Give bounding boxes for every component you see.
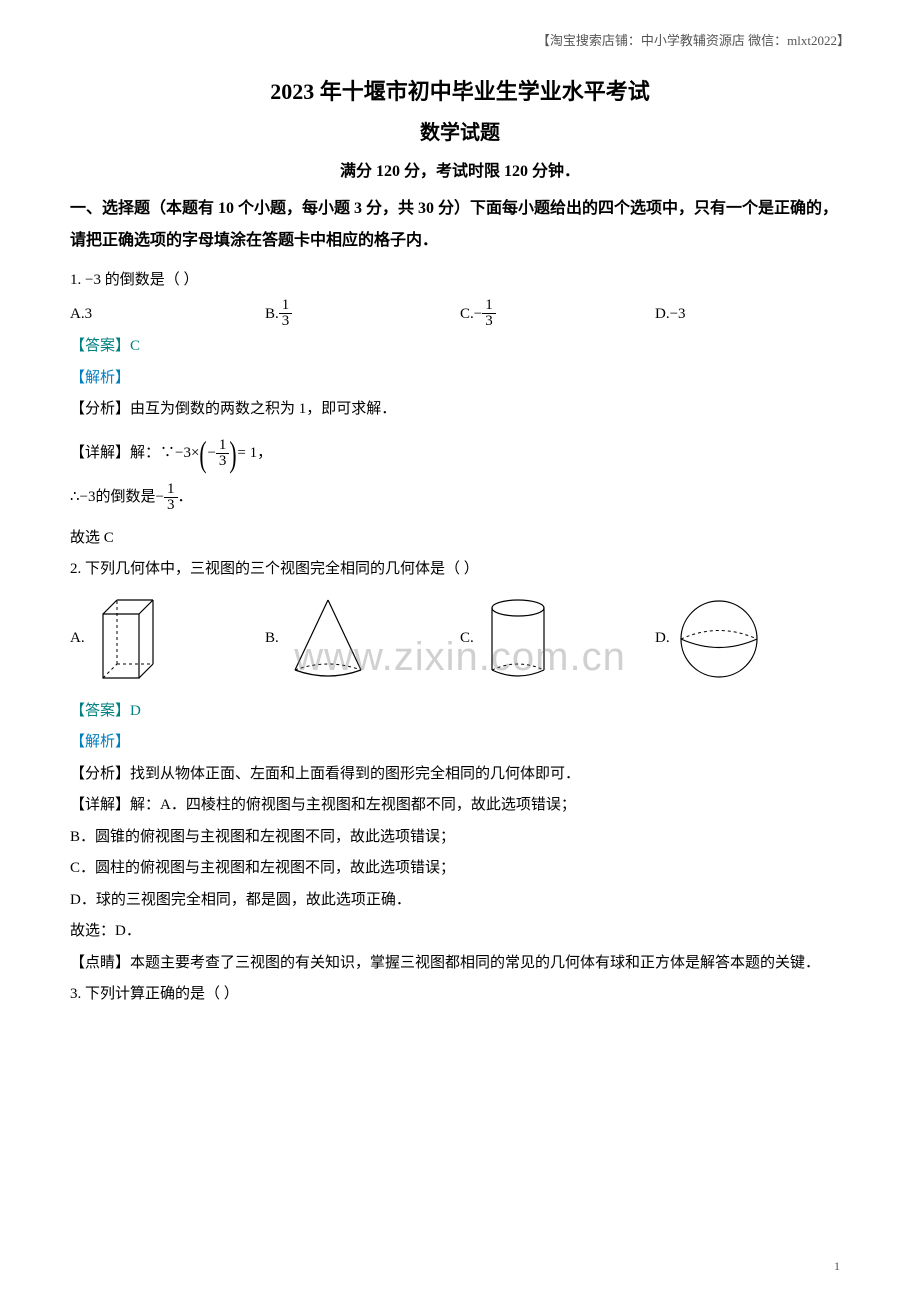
neg-sign: − [207,443,215,464]
detail-eq: = 1 [237,443,257,464]
denominator: 3 [279,314,293,329]
section-1-header: 一、选择题（本题有 10 个小题，每小题 3 分，共 30 分）下面每小题给出的… [70,193,850,257]
q2-opt-d: D. [655,594,850,684]
right-paren: ) [230,436,237,472]
opt-label: D. [655,297,670,332]
q1-analysis-label: 【解析】 [70,363,850,395]
q1-opt-b: B. 1 3 [265,297,460,332]
detail-comma: ， [257,443,272,464]
numerator: 1 [164,482,178,498]
page: 【淘宝搜索店铺：中小学教辅资源店 微信：mlxt2022】 2023 年十堰市初… [0,0,920,1302]
q1-answer: 【答案】C [70,331,850,363]
cylinder-icon [478,594,558,684]
q2-detail-c: C．圆柱的俯视图与主视图和左视图不同，故此选项错误； [70,853,850,885]
cuboid-icon [89,594,169,684]
denominator: 3 [164,498,178,513]
q1-options: A. 3 B. 1 3 C. − 1 3 D. −3 [70,297,850,332]
therefore-a: −3 [80,487,96,508]
opt-label: A. [70,630,85,647]
opt-value: −3 [670,297,686,332]
q1-value: −3 [85,272,101,288]
opt-label: C. [460,297,474,332]
q1-opt-c: C. − 1 3 [460,297,655,332]
q1-fenxi: 【分析】由互为倒数的两数之积为 1，即可求解． [70,394,850,426]
fraction: 1 3 [279,298,293,329]
q2-opt-a: A. [70,594,265,684]
therefore-mid: 的倒数是 [96,487,156,508]
numerator: 1 [216,438,230,454]
q2-guxuan: 故选：D． [70,916,850,948]
fraction: 1 3 [482,298,496,329]
fraction: 1 3 [216,438,230,469]
subject-title: 数学试题 [70,116,850,145]
opt-label: D. [655,630,670,647]
fraction: 1 3 [164,482,178,513]
opt-label: C. [460,630,474,647]
q2-opt-b: B. [265,594,460,684]
denominator: 3 [482,314,496,329]
q1-opt-a: A. 3 [70,297,265,332]
q2-dianjing: 【点睛】本题主要考查了三视图的有关知识，掌握三视图都相同的常见的几何体有球和正方… [70,948,850,980]
q2-detail-d: D．球的三视图完全相同，都是圆，故此选项正确． [70,885,850,917]
q1-therefore: ∴ −3 的倒数是 − 1 3 ． [70,482,850,513]
exam-title: 2023 年十堰市初中毕业生学业水平考试 [70,74,850,106]
opt-value: 3 [85,297,93,332]
q2-stem: 2. 下列几何体中，三视图的三个视图完全相同的几何体是（ ） [70,554,850,586]
q2-analysis-label: 【解析】 [70,727,850,759]
q1-suffix: 的倒数是（ ） [101,272,199,288]
neg-sign: − [156,487,164,508]
left-paren: ( [200,436,207,472]
denominator: 3 [216,454,230,469]
sphere-icon [674,594,764,684]
therefore-end: ． [178,487,193,508]
numerator: 1 [279,298,293,314]
numerator: 1 [482,298,496,314]
neg-sign: − [474,297,482,332]
q2-fenxi: 【分析】找到从物体正面、左面和上面看得到的图形完全相同的几何体即可． [70,759,850,791]
exam-info: 满分 120 分，考试时限 120 分钟． [70,157,850,181]
page-number: 1 [834,1259,840,1274]
q1-detail: 【详解】解：∵ −3× ( − 1 3 ) = 1 ， [70,436,850,472]
opt-label: B. [265,297,279,332]
q1-stem: 1. −3 的倒数是（ ） [70,265,850,297]
q1-prefix: 1. [70,272,85,288]
top-header: 【淘宝搜索店铺：中小学教辅资源店 微信：mlxt2022】 [70,30,850,49]
q2-detail-a: 【详解】解：A．四棱柱的俯视图与主视图和左视图都不同，故此选项错误； [70,790,850,822]
detail-lhs: −3× [175,443,199,464]
q1-opt-d: D. −3 [655,297,850,332]
q2-detail-b: B．圆锥的俯视图与主视图和左视图不同，故此选项错误； [70,822,850,854]
q3-stem: 3. 下列计算正确的是（ ） [70,979,850,1011]
q2-opt-c: C. [460,594,655,684]
q1-guxuan: 故选 C [70,523,850,555]
opt-label: B. [265,630,279,647]
detail-prefix: 【详解】解：∵ [70,443,175,464]
cone-icon [283,594,373,684]
q2-answer: 【答案】D [70,696,850,728]
therefore-prefix: ∴ [70,487,80,508]
q2-options: A. B. C. [70,594,850,684]
opt-label: A. [70,297,85,332]
paren-group: ( − 1 3 ) [199,436,237,472]
